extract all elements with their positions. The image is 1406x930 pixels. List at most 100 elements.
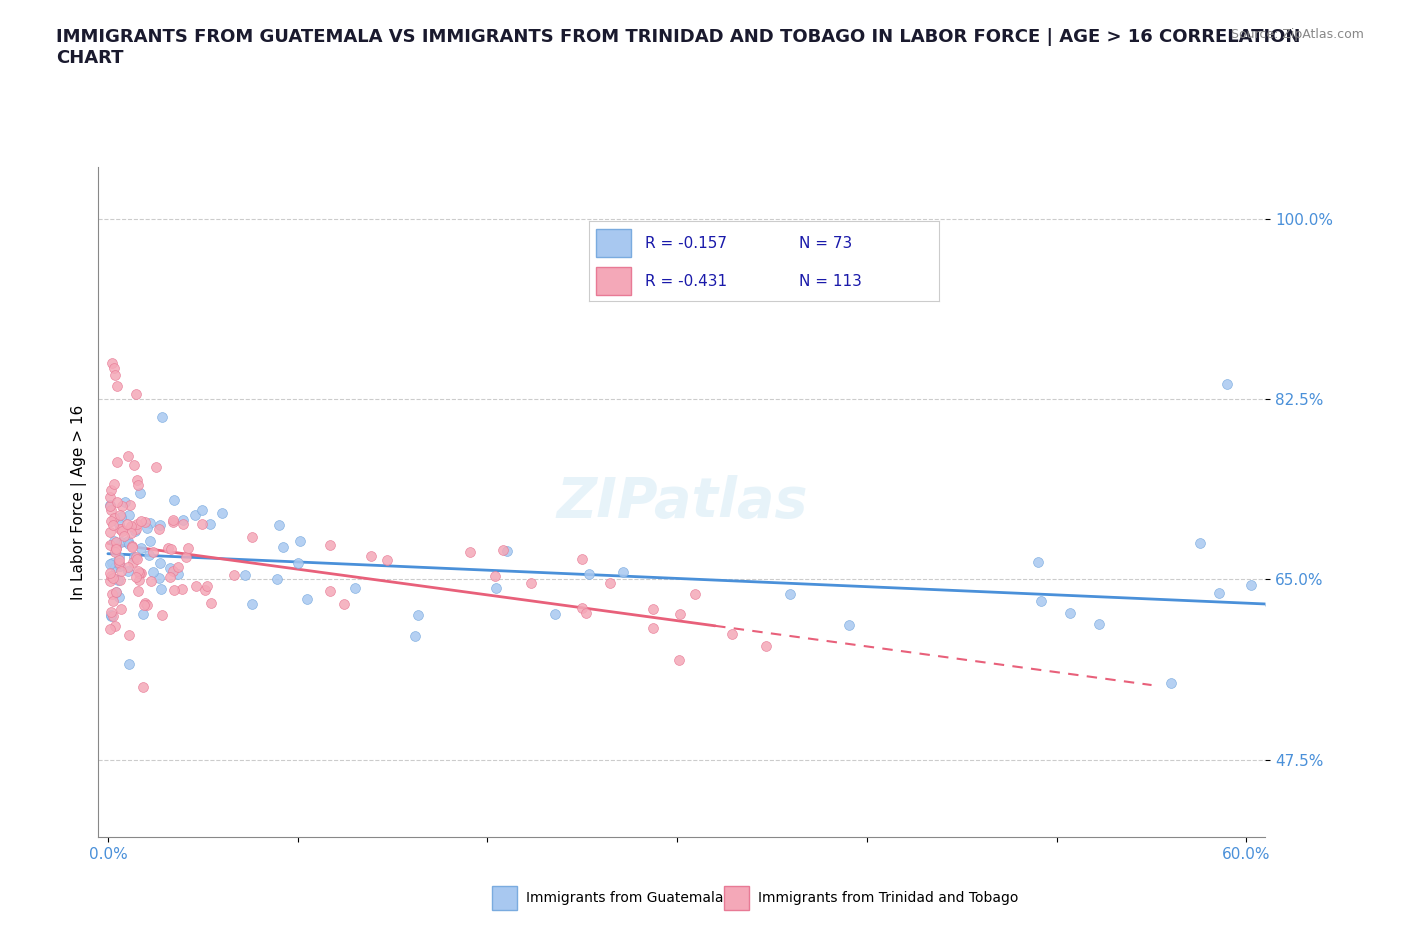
Point [114,495,136,510]
Point [121,539,143,554]
Point [100,608,122,623]
Point [108,550,131,565]
Point [148,521,170,536]
Point [142,565,165,579]
Point [98,498,121,513]
Point [122,554,145,569]
Point [110,535,132,550]
Point [176,549,198,564]
Point [103,511,125,525]
Point [172,512,194,527]
Point [129,486,152,501]
Point [127,472,149,487]
Point [111,498,134,513]
Y-axis label: In Labor Force | Age > 16: In Labor Force | Age > 16 [72,405,87,600]
Point [222,567,245,582]
Point [167,559,190,574]
Point [578,567,600,582]
Text: IMMIGRANTS FROM GUATEMALA VS IMMIGRANTS FROM TRINIDAD AND TOBAGO IN LABOR FORCE : IMMIGRANTS FROM GUATEMALA VS IMMIGRANTS … [56,28,1301,67]
Point [110,602,132,617]
Point [138,547,160,562]
Point [520,576,543,591]
Point [344,580,367,595]
Point [779,587,801,602]
Point [132,680,155,695]
Point [105,585,128,600]
Point [134,514,156,529]
Point [125,550,148,565]
Point [170,581,193,596]
Point [333,596,356,611]
Point [184,578,207,593]
Point [105,455,128,470]
Point [112,528,135,543]
Point [110,564,132,578]
Point [125,570,148,585]
Point [612,565,634,579]
Point [156,540,179,555]
Point [108,555,131,570]
Point [159,561,181,576]
Point [104,368,127,383]
Point [105,495,128,510]
Point [107,516,129,531]
Point [404,629,426,644]
Point [1188,536,1211,551]
Point [318,584,340,599]
Point [575,605,598,620]
Point [100,482,122,497]
Point [98,565,121,580]
Point [162,515,184,530]
Point [104,559,127,574]
Point [269,517,291,532]
Point [110,522,132,537]
Point [200,595,222,610]
Point [571,551,593,566]
Point [148,570,170,585]
Point [159,569,181,584]
Point [150,409,173,424]
Point [124,458,146,472]
Point [184,507,207,522]
Point [273,540,295,555]
Point [160,541,183,556]
Point [104,545,127,560]
Point [98,622,121,637]
Point [641,602,664,617]
Point [100,355,122,370]
Point [118,657,141,671]
Text: Immigrants from Trinidad and Tobago: Immigrants from Trinidad and Tobago [758,891,1018,906]
Point [98,573,121,588]
Point [287,555,309,570]
Point [150,607,173,622]
Point [136,598,159,613]
Point [98,538,121,552]
Point [125,386,148,401]
Point [139,515,162,530]
Point [138,534,160,549]
Point [127,583,149,598]
Point [107,555,129,570]
Point [195,578,218,593]
Point [103,608,125,623]
Point [162,493,184,508]
Point [643,620,665,635]
Point [149,517,172,532]
Point [683,587,706,602]
Text: Immigrants from Guatemala: Immigrants from Guatemala [526,891,723,906]
Point [121,539,143,554]
Point [100,525,122,539]
Point [485,581,508,596]
Point [755,639,778,654]
Point [198,516,221,531]
Point [134,595,156,610]
Point [131,513,153,528]
Point [1059,605,1081,620]
Point [669,606,692,621]
Point [668,653,690,668]
Point [129,540,152,555]
Point [128,565,150,580]
Point [240,597,263,612]
Point [105,540,128,555]
Point [118,628,141,643]
